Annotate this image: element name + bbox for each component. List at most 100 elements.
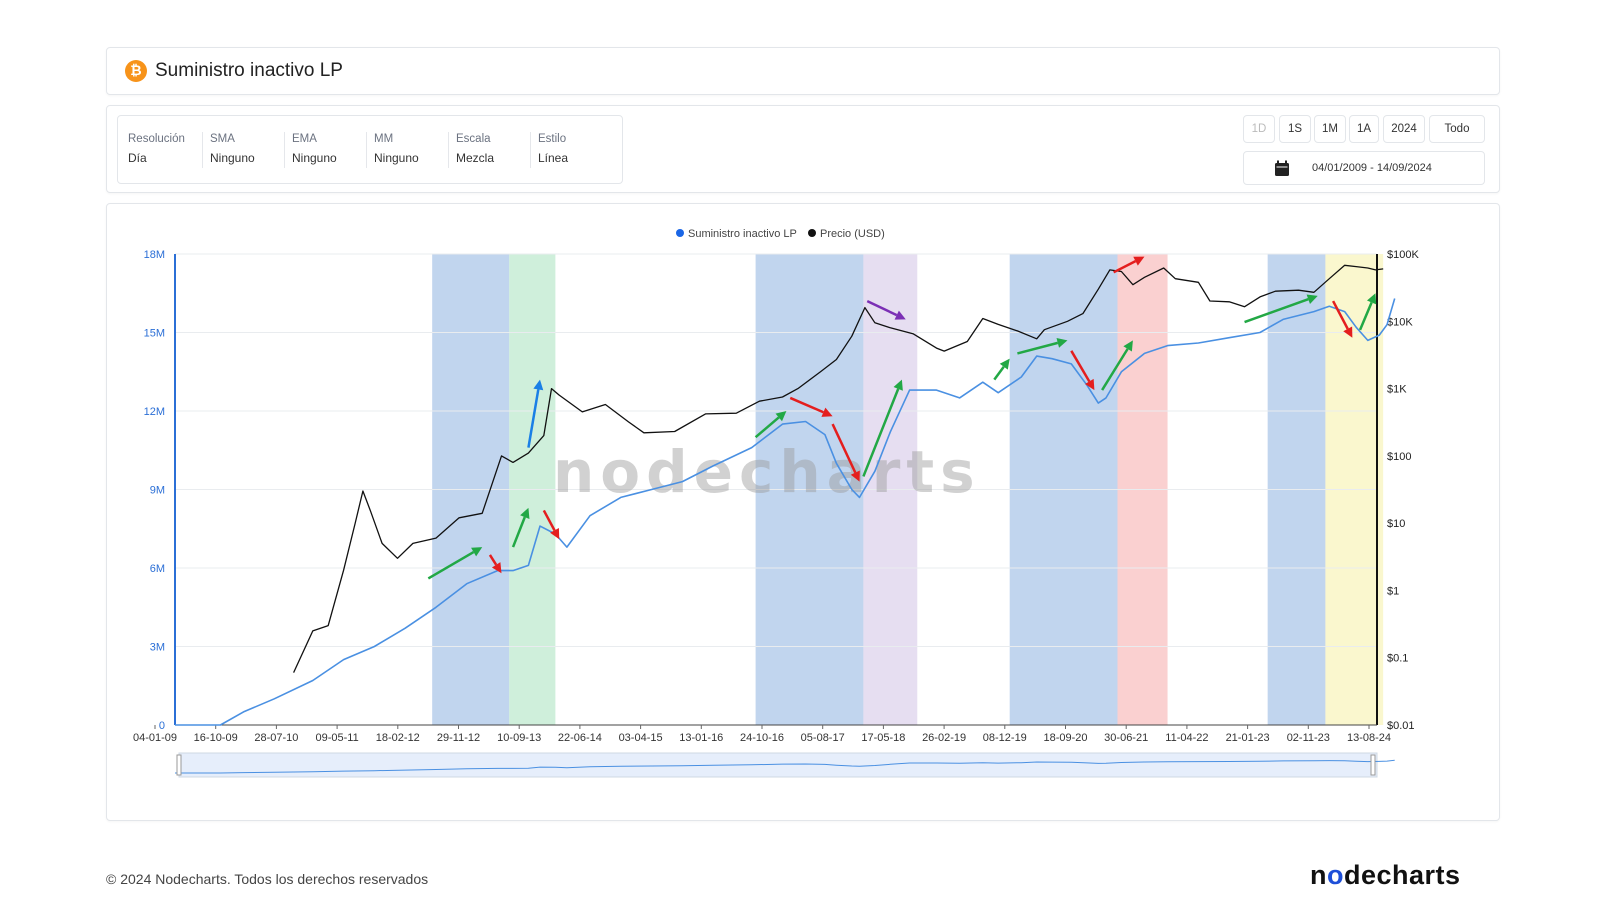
arrow-shaft	[1113, 260, 1137, 274]
arrow-head	[894, 310, 906, 320]
arrow-shaft	[1070, 350, 1091, 383]
annotation-arrow	[831, 423, 860, 482]
y-right-tick-label: $1	[1387, 585, 1399, 597]
footer-logo: nodecharts	[1310, 860, 1461, 891]
y-right-tick-label: $10K	[1387, 316, 1413, 328]
axes: 0 3M 6M 9M 12M 15M 18M $0.01 $0.1 $1 $10 $100 $1K $10…	[133, 249, 1419, 744]
option-value: Línea	[538, 151, 569, 165]
range-button-todo[interactable]: Todo	[1429, 115, 1485, 143]
y-left-tick-label: 12M	[144, 406, 165, 418]
legend-dot-supply	[676, 229, 684, 237]
arrow-head	[520, 507, 530, 519]
arrow-head	[999, 358, 1010, 370]
y-left-tick-label: 0	[159, 720, 165, 732]
option-value: Mezcla	[456, 151, 495, 165]
chart-options: Resolución Día SMA Ninguno EMA Ninguno M…	[117, 115, 623, 184]
chart[interactable]: nodecharts 0 3M 6M 9M 12M 15M 18M $0.01 $0.1 $1 $1…	[107, 204, 1501, 822]
x-tick-label: 05-08-17	[801, 732, 845, 744]
legend-label-price[interactable]: Precio (USD)	[820, 228, 885, 240]
series-lines	[175, 264, 1396, 726]
range-button-2024[interactable]: 2024	[1383, 115, 1425, 143]
arrow-head	[533, 379, 544, 391]
y-left-tick-label: 18M	[144, 249, 165, 261]
navigator-series	[175, 759, 1395, 774]
x-tick-label: 21-01-23	[1226, 732, 1270, 744]
range-button-1d[interactable]: 1D	[1243, 115, 1275, 143]
arrow-head	[1343, 326, 1353, 338]
y-right-tick-label: $100	[1387, 451, 1411, 463]
option-label: Escala	[456, 133, 491, 145]
option-scale[interactable]: Escala Mezcla	[456, 133, 494, 165]
arrow-head	[1306, 294, 1318, 304]
page-title: Suministro inactivo LP	[155, 60, 343, 81]
option-sma[interactable]: SMA Ninguno	[210, 133, 255, 165]
y-right-tick-label: $0.1	[1387, 653, 1408, 665]
arrow-shaft	[427, 551, 475, 580]
x-tick-label: 11-04-22	[1165, 732, 1208, 744]
option-divider	[366, 132, 367, 168]
annotation-arrow	[1358, 293, 1377, 331]
range-button-1a[interactable]: 1A	[1349, 115, 1379, 143]
annotation-arrow	[993, 358, 1010, 381]
x-tick-label: 28-07-10	[254, 732, 298, 744]
arrow-shaft	[527, 389, 540, 448]
x-tick-label: 17-05-18	[861, 732, 905, 744]
x-tick-label: 13-08-24	[1347, 732, 1391, 744]
x-tick-label: 03-04-15	[619, 732, 663, 744]
arrow-head	[850, 470, 860, 482]
navigator-handle-right[interactable]	[1370, 754, 1376, 776]
x-tick-label: 24-10-16	[740, 732, 784, 744]
annotation-arrow	[1017, 338, 1068, 355]
annotation-arrow	[511, 507, 530, 548]
annotation-arrow	[542, 509, 560, 540]
range-button-1s[interactable]: 1S	[1279, 115, 1311, 143]
option-ema[interactable]: EMA Ninguno	[292, 133, 337, 165]
x-tick-label: 09-05-11	[315, 732, 358, 744]
arrow-shaft	[488, 554, 498, 566]
arrow-shaft	[1101, 348, 1129, 391]
annotation-arrow	[1332, 300, 1353, 338]
y-right-tick-label: $100K	[1387, 249, 1419, 261]
option-divider	[202, 132, 203, 168]
range-button-1m[interactable]: 1M	[1314, 115, 1346, 143]
annotation-arrow	[789, 396, 833, 417]
x-tick-label: 29-11-12	[437, 732, 480, 744]
watermark: nodecharts	[553, 438, 981, 506]
navigator-handle-left[interactable]	[176, 754, 182, 776]
x-tick-label: 04-01-09	[133, 732, 177, 744]
arrow-shaft	[831, 423, 857, 474]
y-right-tick-label: $10	[1387, 518, 1405, 530]
option-value: Ninguno	[374, 151, 419, 165]
x-tick-label: 22-06-14	[558, 732, 602, 744]
option-divider	[284, 132, 285, 168]
option-style[interactable]: Estilo Línea	[538, 133, 568, 165]
option-label: EMA	[292, 133, 317, 145]
logo-part: n	[1310, 860, 1327, 890]
arrow-shaft	[511, 516, 526, 548]
option-label: MM	[374, 133, 394, 145]
arrow-head	[1133, 256, 1145, 266]
arrow-shaft	[754, 416, 780, 439]
arrow-head	[775, 411, 787, 422]
annotation-arrow	[1113, 256, 1145, 274]
series-line-supply	[175, 298, 1396, 726]
arrow-head	[471, 547, 483, 557]
controls-card: Resolución Día SMA Ninguno EMA Ninguno M…	[106, 105, 1500, 193]
annotation-arrow	[866, 299, 906, 320]
option-mm[interactable]: MM Ninguno	[374, 133, 419, 165]
arrow-shaft	[789, 396, 824, 414]
date-range-picker[interactable]: 04/01/2009 - 14/09/2024	[1243, 151, 1485, 185]
arrow-head	[491, 562, 502, 574]
legend: Suministro inactivo LP Precio (USD)	[676, 228, 885, 240]
x-tick-label: 18-02-12	[376, 732, 420, 744]
legend-dot-price	[808, 229, 816, 237]
annotation-arrow	[527, 379, 544, 448]
annotation-arrow	[1244, 294, 1318, 324]
chart-card: nodecharts 0 3M 6M 9M 12M 15M 18M $0.01 $0.1 $1 $1…	[106, 203, 1500, 821]
option-resolution[interactable]: Resolución Día	[128, 133, 185, 165]
arrow-shaft	[862, 388, 900, 477]
arrow-head	[821, 407, 833, 417]
navigator	[175, 752, 1395, 778]
bitcoin-icon: ₿	[125, 60, 147, 82]
legend-label-supply[interactable]: Suministro inactivo LP	[688, 228, 797, 240]
